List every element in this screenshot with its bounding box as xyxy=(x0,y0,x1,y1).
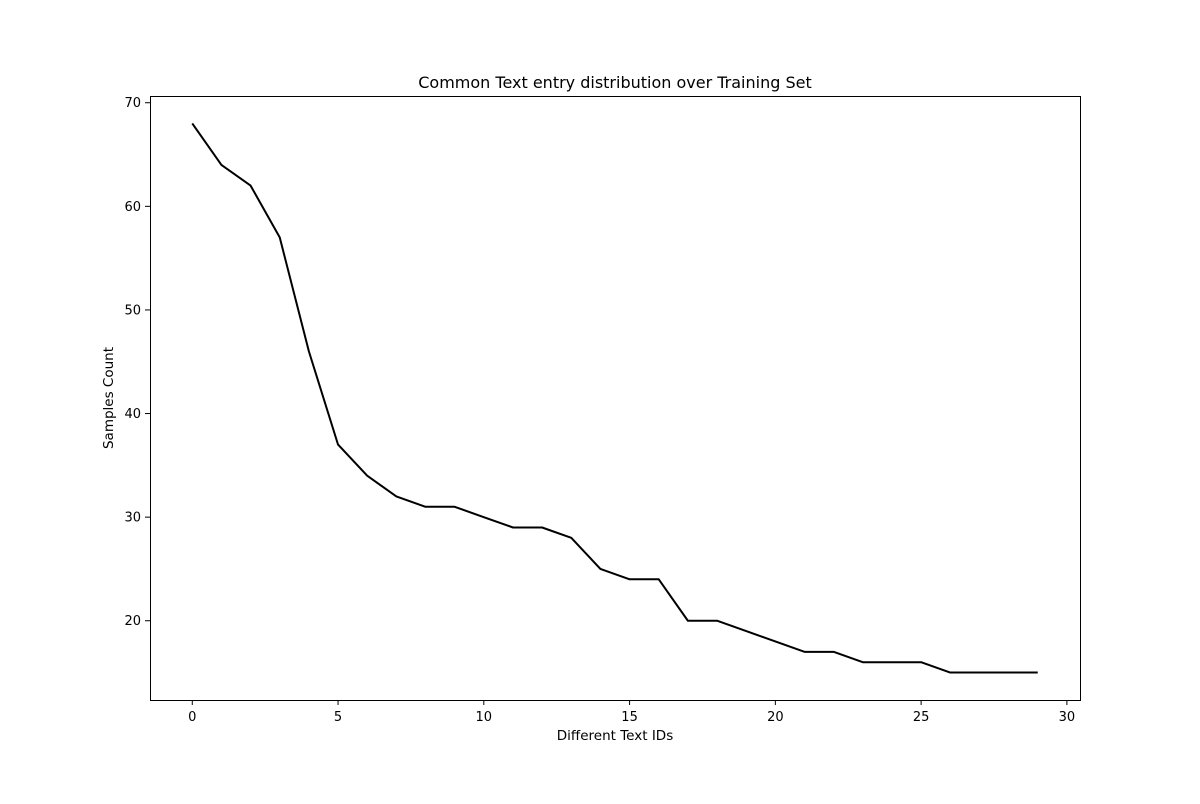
x-tick-label: 0 xyxy=(188,710,196,725)
y-tick-label: 30 xyxy=(124,511,141,526)
chart-title: Common Text entry distribution over Trai… xyxy=(418,73,812,92)
x-tick-label: 30 xyxy=(1059,710,1076,725)
x-tick-label: 15 xyxy=(621,710,638,725)
x-tick-label: 10 xyxy=(476,710,493,725)
y-tick-label: 70 xyxy=(124,96,141,111)
x-axis-label: Different Text IDs xyxy=(557,728,673,744)
y-tick-label: 60 xyxy=(124,200,141,215)
y-axis: 20 30 40 50 60 70 xyxy=(124,96,150,629)
y-tick-label: 40 xyxy=(124,407,141,422)
x-tick-label: 20 xyxy=(767,710,784,725)
series-line xyxy=(192,123,1037,672)
y-tick-label: 20 xyxy=(124,614,141,629)
data-points xyxy=(192,123,1037,672)
y-axis-label: Samples Count xyxy=(101,347,117,449)
x-tick-label: 25 xyxy=(913,710,930,725)
y-tick-label: 50 xyxy=(124,303,141,318)
plot-frame xyxy=(151,97,1081,701)
x-tick-label: 5 xyxy=(334,710,342,725)
x-axis: 0 5 10 15 20 25 30 xyxy=(188,700,1075,725)
